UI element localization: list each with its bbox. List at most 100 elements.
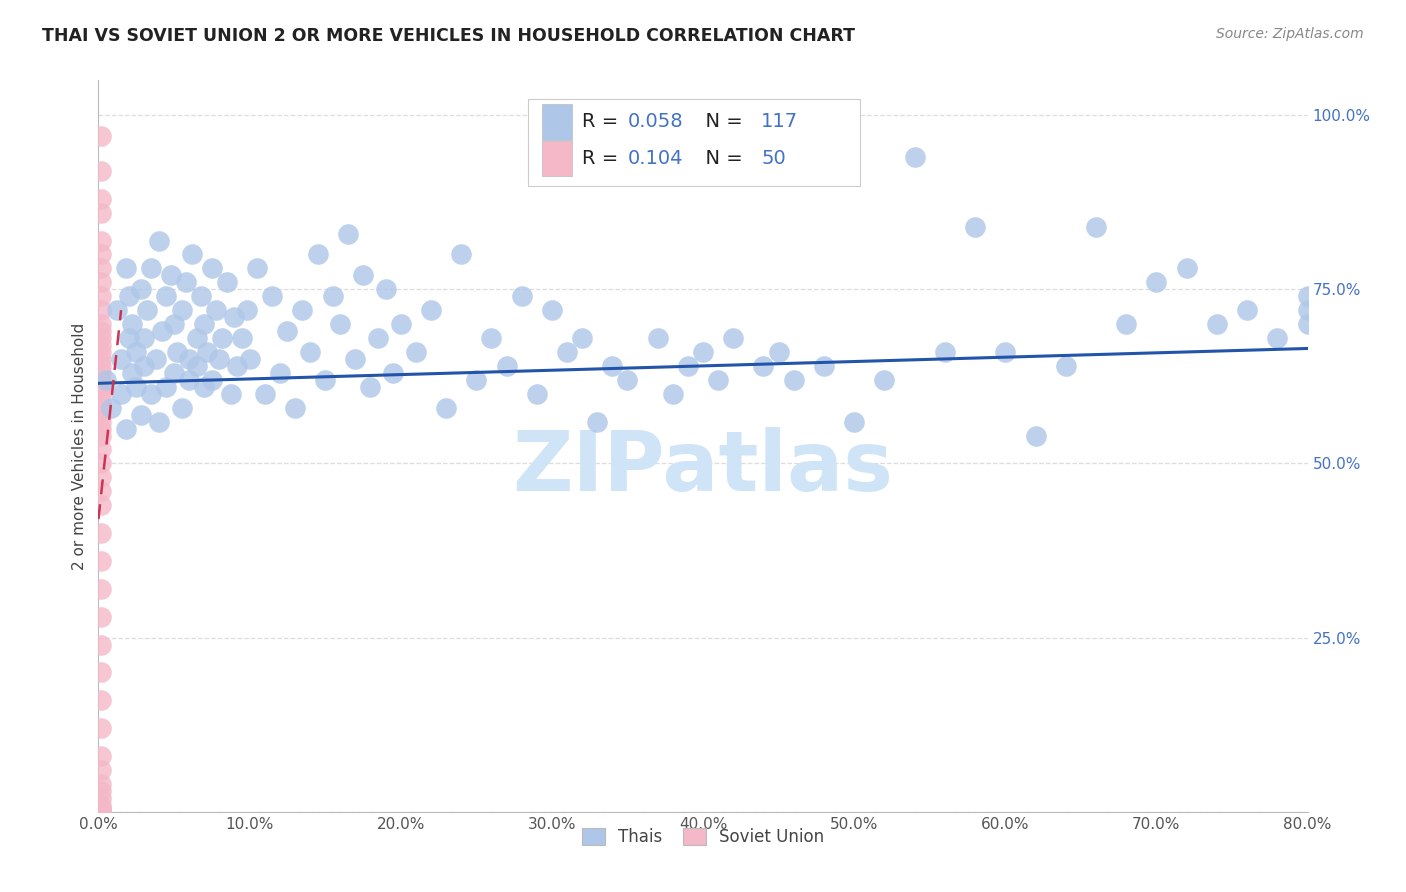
Point [90,373,112,387]
Point [723,331,745,345]
Point [90,192,112,206]
Point [90,380,112,394]
Point [90,784,112,798]
Point [224,310,246,325]
Text: Source: ZipAtlas.com: Source: ZipAtlas.com [1216,27,1364,41]
Point [90,317,112,331]
Point [174,275,197,289]
Point [465,373,488,387]
Point [90,275,112,289]
Point [132,359,155,373]
Point [226,359,249,373]
Point [344,351,367,366]
Point [90,554,112,568]
Point [90,345,112,359]
Point [284,401,307,415]
Point [1296,289,1319,303]
Point [148,415,170,429]
Point [434,401,457,415]
Point [752,359,775,373]
Point [90,401,112,415]
Point [90,763,112,777]
Point [299,345,322,359]
Point [90,247,112,261]
Point [90,366,112,380]
Point [155,380,177,394]
Point [450,247,472,261]
Point [90,338,112,352]
Point [163,366,186,380]
Point [114,261,136,276]
Point [129,282,152,296]
Point [481,331,503,345]
Point [148,234,170,248]
Point [540,303,562,318]
Point [208,351,231,366]
Point [90,205,112,219]
Point [90,386,112,401]
Point [1144,275,1167,289]
Point [661,386,683,401]
Point [692,345,714,359]
Point [322,289,344,303]
Point [90,393,112,408]
Point [90,234,112,248]
Point [201,373,224,387]
Point [405,345,427,359]
Point [90,609,112,624]
Point [352,268,374,283]
Point [844,415,866,429]
Text: ZIPatlas: ZIPatlas [513,427,893,508]
Point [186,331,208,345]
Point [262,289,284,303]
Point [90,797,112,812]
Point [768,345,790,359]
Point [90,804,112,818]
Point [90,777,112,791]
Point [1236,303,1258,318]
Point [90,128,112,143]
Point [211,331,233,345]
Point [90,498,112,512]
Point [813,359,835,373]
Point [90,261,112,276]
Point [374,282,396,296]
Point [141,386,163,401]
Point [239,351,262,366]
Point [90,484,112,499]
Point [90,790,112,805]
Point [602,359,624,373]
Point [360,380,382,394]
Point [1024,428,1046,442]
Point [90,804,112,818]
Point [90,526,112,541]
Point [1175,261,1198,276]
Point [269,366,291,380]
Point [707,373,730,387]
FancyBboxPatch shape [543,104,572,139]
Text: 50: 50 [761,149,786,168]
Point [495,359,517,373]
Point [1267,331,1289,345]
Point [90,421,112,435]
Point [994,345,1017,359]
Point [90,324,112,338]
Point [90,408,112,422]
Point [965,219,987,234]
FancyBboxPatch shape [527,99,860,186]
Point [90,442,112,457]
Point [555,345,578,359]
Point [90,289,112,303]
Text: R =: R = [582,149,624,168]
Point [135,303,157,318]
Point [1054,359,1077,373]
Point [382,366,405,380]
Point [276,324,298,338]
Point [1296,303,1319,318]
Point [253,386,276,401]
Point [179,373,201,387]
Point [90,638,112,652]
Point [181,247,204,261]
Y-axis label: 2 or more Vehicles in Household: 2 or more Vehicles in Household [72,322,87,570]
Point [215,275,238,289]
